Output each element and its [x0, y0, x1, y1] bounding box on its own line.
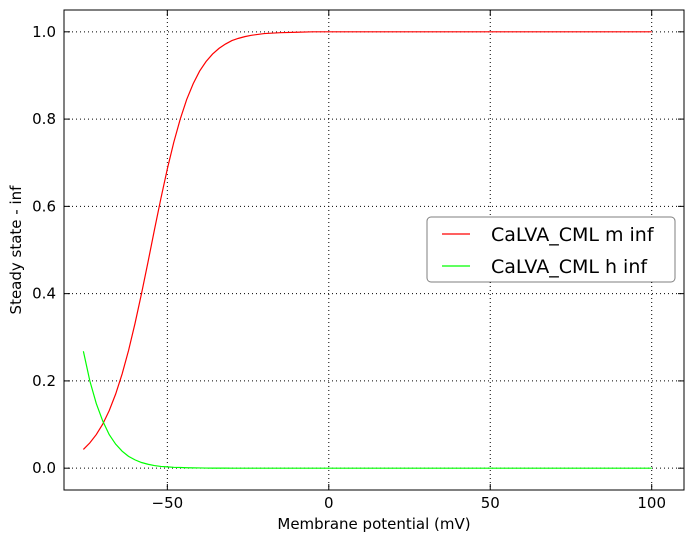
series-line-1 — [82, 31, 652, 450]
x-tick-label: 50 — [481, 494, 500, 512]
y-tick-label: 0.4 — [32, 285, 56, 303]
y-tick-label: 1.0 — [32, 23, 56, 41]
y-tick-label: 0.0 — [32, 459, 56, 477]
plot-frame — [63, 9, 685, 491]
tick-labels: −50 0 50 100 0.0 0.2 0.4 0.6 0.8 1.0 — [32, 23, 666, 512]
x-tick-label: 100 — [637, 494, 666, 512]
legend-label-1: CaLVA_CML m inf — [491, 224, 655, 246]
y-axis-label: Steady state - inf — [7, 185, 25, 315]
x-tick-label: 0 — [324, 494, 334, 512]
y-tick-label: 0.6 — [32, 197, 56, 215]
legend: CaLVA_CML m inf CaLVA_CML h inf — [426, 216, 676, 283]
axis-ticks — [64, 10, 684, 490]
y-tick-label: 0.2 — [32, 372, 56, 390]
y-tick-label: 0.8 — [32, 110, 56, 128]
x-axis-label: Membrane potential (mV) — [277, 515, 470, 533]
legend-label-2: CaLVA_CML h inf — [491, 256, 648, 278]
legend-box — [426, 216, 676, 283]
series-lines — [82, 31, 652, 469]
x-tick-label: −50 — [152, 494, 184, 512]
series-line-2 — [82, 351, 652, 469]
